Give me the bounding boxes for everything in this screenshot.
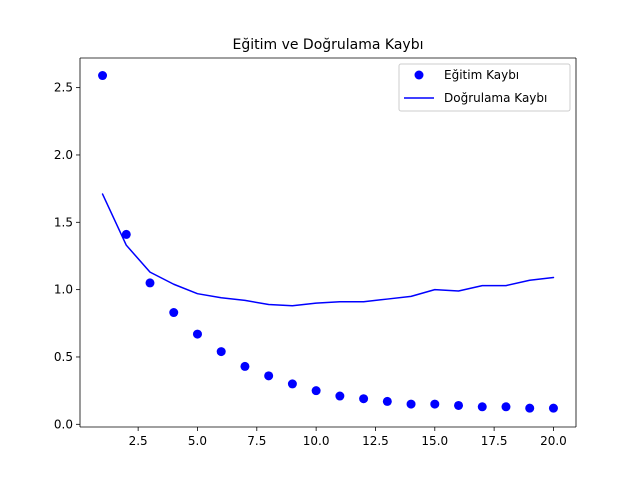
- training-loss-point: [264, 371, 274, 381]
- training-loss-point: [335, 391, 345, 401]
- training-loss-point: [287, 379, 297, 389]
- y-axis-ticks: 0.0 0.5 1.0 1.5 2.0 2.5: [54, 81, 80, 431]
- training-loss-point: [501, 402, 511, 412]
- x-tick-label: 17.5: [481, 434, 508, 448]
- y-tick-label: 2.0: [54, 148, 73, 162]
- axes-frame: [79, 57, 577, 428]
- training-loss-point: [121, 229, 131, 239]
- y-tick-label: 0.5: [54, 350, 73, 364]
- training-loss-point: [169, 308, 179, 318]
- training-loss-point: [216, 347, 226, 357]
- training-loss-point: [359, 394, 369, 404]
- plot-background: [80, 58, 576, 427]
- x-tick-label: 10.0: [303, 434, 330, 448]
- y-tick-label: 2.5: [54, 81, 73, 95]
- training-loss-point: [98, 71, 108, 81]
- legend-marker-training: [414, 70, 424, 80]
- x-tick-label: 15.0: [421, 434, 448, 448]
- series-layer: [98, 71, 558, 413]
- x-tick-label: 12.5: [362, 434, 389, 448]
- legend-box: [398, 63, 571, 112]
- legend-label-training: Eğitim Kaybı: [444, 68, 519, 82]
- training-loss-point: [145, 278, 155, 288]
- training-loss-point: [525, 403, 535, 413]
- x-tick-label: 7.5: [247, 434, 266, 448]
- training-loss-point: [311, 386, 321, 396]
- x-tick-label: 2.5: [129, 434, 148, 448]
- training-loss-point: [192, 329, 202, 339]
- training-loss-point: [454, 400, 464, 410]
- x-axis-ticks: 2.5 5.0 7.5 10.0 12.5 15.0 17.5 20.0: [129, 427, 567, 448]
- plot-area: [80, 58, 576, 427]
- validation-loss-line: [101, 193, 555, 307]
- training-loss-point: [406, 399, 416, 409]
- training-loss-point: [430, 399, 440, 409]
- x-tick-label: 20.0: [540, 434, 567, 448]
- training-loss-point: [382, 396, 392, 406]
- chart-title: Eğitim ve Doğrulama Kaybı: [232, 37, 423, 53]
- legend-label-validation: Doğrulama Kaybı: [444, 91, 547, 105]
- legend: Eğitim Kaybı Doğrulama Kaybı: [398, 63, 571, 112]
- y-tick-label: 1.5: [54, 215, 73, 229]
- y-tick-label: 0.0: [54, 417, 73, 431]
- y-tick-label: 1.0: [54, 283, 73, 297]
- training-loss-point: [548, 403, 558, 413]
- x-tick-label: 5.0: [188, 434, 207, 448]
- training-loss-point: [477, 402, 487, 412]
- training-loss-point: [240, 361, 250, 371]
